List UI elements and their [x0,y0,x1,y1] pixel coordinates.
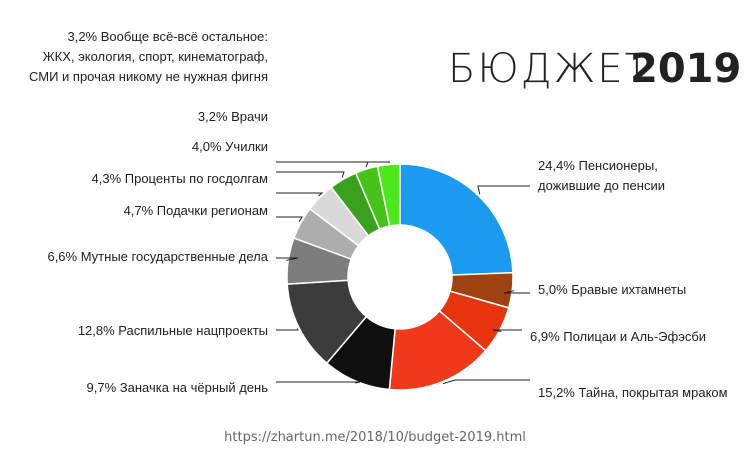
source-url: https://zhartun.me/2018/10/budget-2019.h… [224,430,526,445]
slice-label: 12,8% Распильные нацпроекты [78,323,268,338]
leader-line [276,161,391,164]
slice-label: 15,2% Тайна, покрытая мраком [538,385,728,400]
leader-line [442,379,530,385]
slice-label: 4,7% Подачки регионам [124,203,268,218]
chart-title-light: БЮДЖЕТ [448,46,651,92]
slice-label: 4,0% Училки [192,139,268,154]
leader-line [492,329,522,332]
leader-line [276,161,369,168]
slice-label: 9,7% Заначка на чёрный день [87,380,269,395]
chart-title-bold: 2019 [630,46,741,92]
slice-label: 6,9% Полицаи и Аль-Эфэсби [530,329,706,344]
leader-line [276,171,345,178]
leader-line [503,290,530,294]
slice-label: 4,3% Проценты по госдолгам [92,171,269,186]
slice-label: 3,2% Врачи [198,109,268,124]
donut-slices [286,163,514,391]
leader-line [276,192,324,197]
slice-label: 24,4% Пенсионеры, дожившие до пенсии [538,158,665,193]
leader-line [276,328,299,331]
leader-lines [276,161,530,385]
leader-line [276,257,299,261]
leader-line [276,216,303,223]
leader-line [477,185,530,195]
leader-line [276,381,361,384]
donut-slice [376,163,401,227]
slice-label: 6,6% Мутные государственные дела [47,249,268,264]
donut-slice [399,163,514,276]
slice-labels: 24,4% Пенсионеры, дожившие до пенсии 5,0% … [29,29,728,400]
slice-label: 5,0% Бравые ихтамнеты [538,282,686,297]
slice-label: 3,2% Вообще всё-всё остальное: ЖКХ, эколо… [29,29,268,84]
